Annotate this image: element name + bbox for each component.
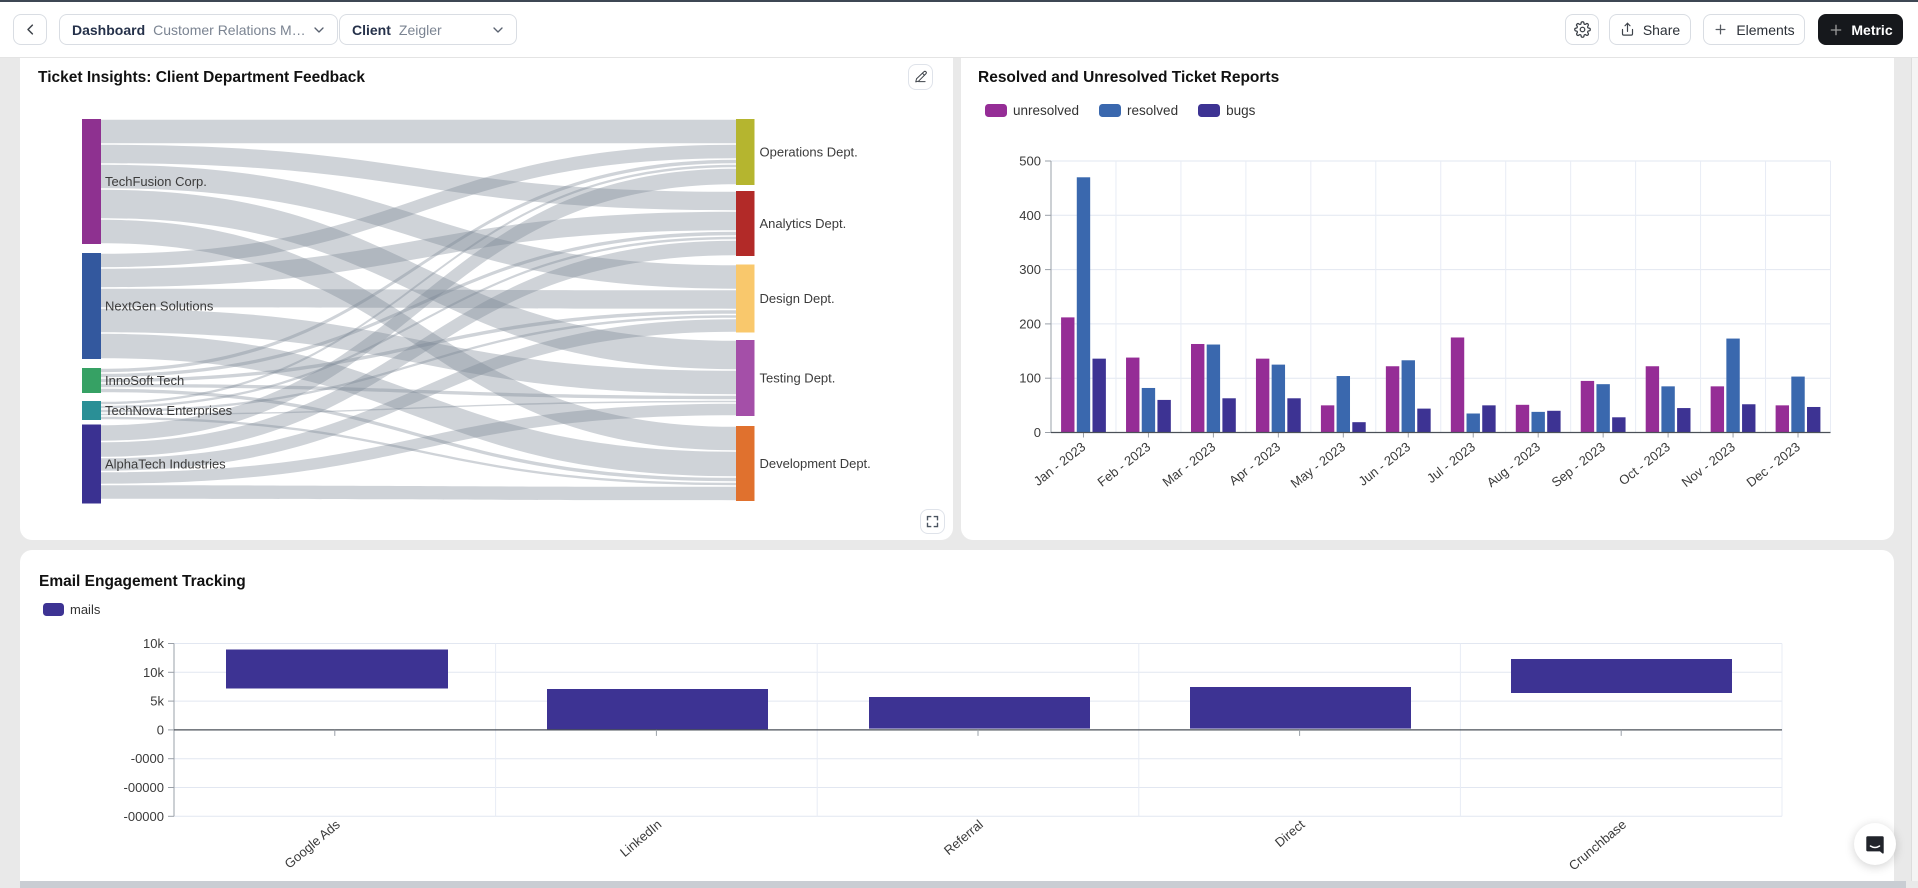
svg-text:Aug - 2023: Aug - 2023	[1484, 439, 1543, 490]
svg-text:10k: 10k	[143, 636, 164, 651]
svg-text:0: 0	[1034, 425, 1041, 440]
svg-text:Development Dept.: Development Dept.	[760, 456, 871, 471]
svg-text:Crunchbase: Crunchbase	[1566, 817, 1629, 874]
svg-text:-00000: -00000	[124, 780, 164, 795]
svg-text:-00000: -00000	[124, 809, 164, 824]
svg-text:May - 2023: May - 2023	[1288, 439, 1348, 491]
svg-text:Analytics Dept.: Analytics Dept.	[760, 216, 847, 231]
svg-text:Sep - 2023: Sep - 2023	[1549, 439, 1608, 490]
svg-text:Testing Dept.: Testing Dept.	[760, 371, 836, 386]
svg-text:TechNova Enterprises: TechNova Enterprises	[105, 403, 233, 418]
svg-text:300: 300	[1019, 262, 1041, 277]
svg-text:Direct: Direct	[1272, 816, 1308, 850]
svg-text:5k: 5k	[150, 694, 164, 709]
svg-text:Nov - 2023: Nov - 2023	[1679, 439, 1738, 490]
svg-text:Dec - 2023: Dec - 2023	[1744, 439, 1803, 490]
svg-text:Jun - 2023: Jun - 2023	[1355, 439, 1413, 489]
svg-text:AlphaTech Industries: AlphaTech Industries	[105, 457, 226, 472]
svg-text:500: 500	[1019, 154, 1041, 169]
svg-text:Referral: Referral	[941, 817, 986, 858]
svg-text:Oct - 2023: Oct - 2023	[1616, 439, 1673, 488]
svg-text:10k: 10k	[143, 665, 164, 680]
svg-text:Apr - 2023: Apr - 2023	[1226, 439, 1283, 488]
svg-text:100: 100	[1019, 371, 1041, 386]
svg-text:NextGen Solutions: NextGen Solutions	[105, 299, 214, 314]
svg-text:Operations Dept.: Operations Dept.	[760, 145, 858, 160]
svg-text:TechFusion Corp.: TechFusion Corp.	[105, 174, 207, 189]
svg-text:InnoSoft Tech: InnoSoft Tech	[105, 373, 184, 388]
svg-text:Jul - 2023: Jul - 2023	[1424, 439, 1478, 486]
svg-text:-0000: -0000	[131, 751, 164, 766]
svg-text:400: 400	[1019, 208, 1041, 223]
svg-text:LinkedIn: LinkedIn	[617, 817, 664, 860]
svg-text:Mar - 2023: Mar - 2023	[1159, 439, 1218, 490]
svg-text:200: 200	[1019, 316, 1041, 331]
svg-text:Design Dept.: Design Dept.	[760, 291, 835, 306]
svg-text:0: 0	[157, 722, 164, 737]
svg-text:Jan - 2023: Jan - 2023	[1031, 439, 1089, 489]
svg-text:Google Ads: Google Ads	[282, 816, 344, 871]
svg-text:Feb - 2023: Feb - 2023	[1095, 439, 1154, 490]
